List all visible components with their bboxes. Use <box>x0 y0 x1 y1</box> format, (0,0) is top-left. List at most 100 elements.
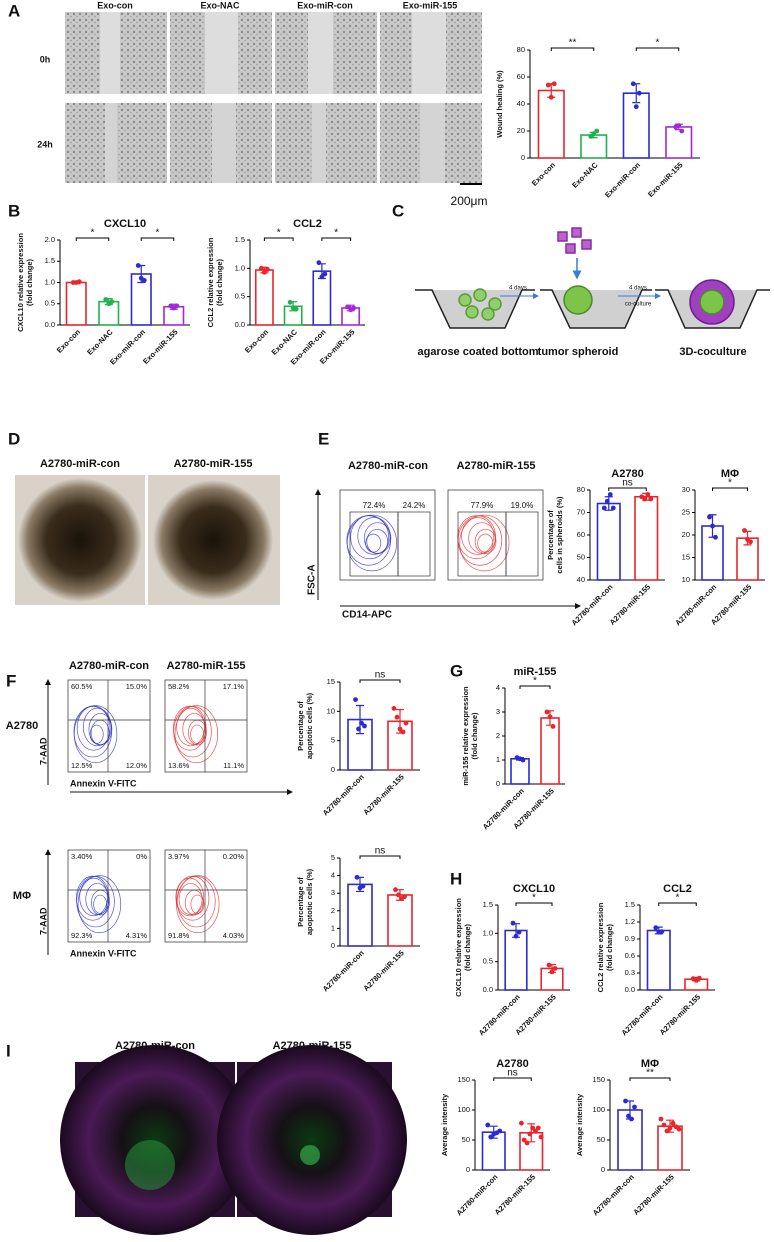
axis-label: FSC-A <box>307 564 318 595</box>
data-point <box>402 894 407 900</box>
panel-letter: G <box>450 661 463 680</box>
axis-label: 7-AAD <box>38 737 48 765</box>
data-point <box>488 1134 494 1140</box>
row-label: 0h <box>40 54 51 64</box>
quadrant-label: 91.8% <box>168 931 190 940</box>
data-point <box>648 496 654 502</box>
column-label: Exo-miR-con <box>297 0 353 10</box>
significance-label: * <box>156 228 160 239</box>
bar <box>347 883 373 947</box>
y-axis-label: CCL2 relative expression <box>206 237 215 327</box>
data-point <box>287 299 293 305</box>
y-tick-label: 0 <box>496 779 500 788</box>
y-tick-label: 15 <box>327 677 335 686</box>
significance-label: * <box>277 228 281 239</box>
quadrant-label: 0.20% <box>223 852 245 861</box>
flow-contours <box>76 875 122 934</box>
x-tick-label: A2780-miR-155 <box>361 948 405 992</box>
significance-label: ns <box>507 1068 518 1079</box>
flow-plot-frame <box>67 679 151 773</box>
significance-label: ns <box>622 478 633 489</box>
contour <box>190 894 205 914</box>
y-tick-label: 0.5 <box>45 299 55 308</box>
y-tick-label: 100 <box>592 1105 605 1114</box>
panel-letter: I <box>6 1041 11 1060</box>
significance-bracket <box>629 1077 671 1081</box>
data-point <box>109 299 115 305</box>
chart-title: miR-155 <box>514 666 557 678</box>
y-tick-label: 1.0 <box>483 928 493 937</box>
bar <box>622 92 650 159</box>
data-point <box>258 265 264 271</box>
bar <box>504 929 528 991</box>
step-label: tumor spheroid <box>538 346 619 358</box>
data-point <box>661 1122 667 1128</box>
contour <box>459 514 510 572</box>
significance-bracket <box>635 47 680 51</box>
data-point <box>538 1134 544 1140</box>
data-point <box>362 723 367 729</box>
quadrant-label: 58.2% <box>168 682 190 691</box>
y-axis-label: (fold change) <box>470 712 479 760</box>
y-tick-label: 0 <box>601 1165 605 1174</box>
data-point <box>653 925 659 931</box>
column-label: Exo-NAC <box>200 0 240 10</box>
data-point <box>261 269 267 275</box>
bar <box>540 717 560 785</box>
significance-label: ns <box>375 670 386 681</box>
y-tick-label: 4 <box>331 871 335 880</box>
y-axis-label: apoptotic cells (%) <box>305 692 314 759</box>
contour <box>176 707 205 747</box>
y-axis-label: miR-155 relative expression <box>461 686 470 786</box>
data-point <box>607 492 613 497</box>
significance-bracket <box>359 679 401 683</box>
y-tick-label: 0.0 <box>483 985 493 994</box>
gate <box>505 511 539 577</box>
step-label: agarose coated bottom <box>417 346 538 358</box>
y-tick-label: 1 <box>496 755 500 764</box>
significance-label: ** <box>569 38 577 49</box>
x-tick-label: A2780-miR-155 <box>608 582 652 626</box>
data-point <box>356 726 361 732</box>
y-tick-label: 50 <box>577 552 585 561</box>
data-point <box>544 709 550 715</box>
significance-bracket <box>608 487 647 491</box>
contour <box>365 533 382 553</box>
y-tick-label: 1.2 <box>625 917 635 926</box>
significance-label: * <box>334 228 338 239</box>
data-point <box>316 260 322 266</box>
data-point <box>604 498 610 504</box>
x-tick-label: Exo-NAC <box>85 327 115 357</box>
step-label: 3D-coculture <box>679 346 746 358</box>
data-point <box>174 303 180 309</box>
y-axis-label: CXCL10 relative expression <box>454 898 463 997</box>
data-point <box>520 757 526 763</box>
y-axis-label: cells in spheroids (%) <box>555 496 564 574</box>
bar <box>537 89 565 159</box>
data-point <box>742 528 747 533</box>
data-point <box>396 892 401 898</box>
axis-label: Annexin V-FITC <box>70 948 137 958</box>
data-point <box>667 1125 673 1131</box>
y-tick-label: 3 <box>496 707 500 716</box>
data-point <box>391 706 397 711</box>
x-tick-label: Exo-con <box>55 327 83 355</box>
data-point <box>642 496 648 502</box>
chart-title: MΦ <box>641 1058 659 1070</box>
contour <box>363 522 392 554</box>
data-point <box>679 128 685 134</box>
column-label: Exo-miR-155 <box>403 0 458 10</box>
y-tick-label: 0 <box>521 153 525 162</box>
flow-contours <box>346 514 397 572</box>
data-point <box>485 1122 491 1128</box>
data-point <box>547 714 553 720</box>
column-label: Exo-con <box>97 0 133 10</box>
y-tick-label: 0.0 <box>235 320 245 329</box>
quadrant-label: 3.97% <box>168 852 190 861</box>
gate-label: 19.0% <box>511 501 534 510</box>
image-label: A2780-miR-con <box>115 1040 195 1052</box>
x-tick-label: Exo-con <box>243 327 271 355</box>
data-point <box>360 883 366 889</box>
y-tick-label: 1.0 <box>45 277 55 286</box>
data-point <box>601 505 607 511</box>
